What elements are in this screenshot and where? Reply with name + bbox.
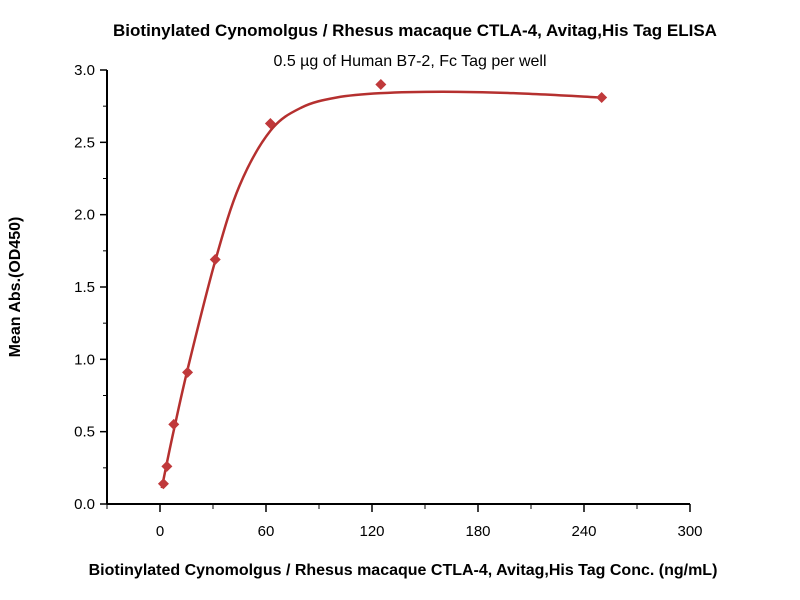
data-point bbox=[157, 478, 169, 490]
y-tick-label: 0.0 bbox=[74, 496, 95, 513]
x-tick-label: 120 bbox=[359, 523, 384, 540]
data-point bbox=[161, 460, 173, 472]
x-tick-label: 0 bbox=[156, 523, 164, 540]
x-tick-label: 240 bbox=[571, 523, 596, 540]
y-tick-label: 3.0 bbox=[74, 62, 95, 79]
y-tick-label: 1.5 bbox=[74, 279, 95, 296]
x-tick-label: 180 bbox=[465, 523, 490, 540]
y-tick-label: 2.5 bbox=[74, 134, 95, 151]
data-point bbox=[168, 418, 180, 430]
x-tick-label: 60 bbox=[258, 523, 275, 540]
data-point bbox=[375, 78, 387, 90]
chart-subtitle: 0.5 µg of Human B7-2, Fc Tag per well bbox=[273, 53, 546, 70]
y-tick-label: 0.5 bbox=[74, 424, 95, 441]
y-tick-label: 2.0 bbox=[74, 207, 95, 224]
x-axis-label: Biotinylated Cynomolgus / Rhesus macaque… bbox=[89, 562, 718, 579]
x-tick-label: 300 bbox=[677, 523, 702, 540]
data-point bbox=[209, 254, 221, 266]
chart-title: Biotinylated Cynomolgus / Rhesus macaque… bbox=[113, 21, 717, 40]
data-point bbox=[596, 91, 608, 103]
fit-curve bbox=[160, 90, 602, 489]
data-point bbox=[264, 118, 276, 130]
data-points bbox=[157, 78, 608, 490]
y-tick-label: 1.0 bbox=[74, 351, 95, 368]
data-point bbox=[182, 366, 194, 378]
axes: 0.0 0.5 1.0 1.5 2.0 2.5 3.0 0 60 120 180 240 300 bbox=[74, 62, 702, 540]
y-axis-label: Mean Abs.(OD450) bbox=[7, 217, 24, 358]
